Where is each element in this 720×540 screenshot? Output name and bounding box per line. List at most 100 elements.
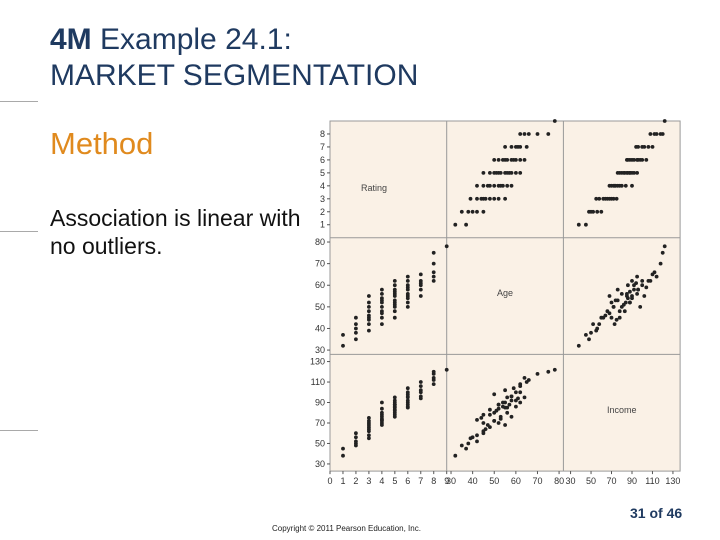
scatter-point — [594, 196, 599, 201]
scatter-point — [354, 441, 358, 446]
scatter-point — [535, 372, 540, 376]
scatter-point — [380, 410, 384, 415]
scatter-point — [630, 279, 634, 283]
scatter-point — [619, 183, 624, 188]
left-rule-1 — [0, 101, 38, 102]
scatter-point — [405, 386, 410, 391]
scatter-point — [514, 404, 518, 409]
scatter-point — [640, 283, 645, 288]
scatter-point — [496, 402, 501, 407]
scatter-point — [501, 404, 505, 409]
scatter-point — [597, 196, 602, 201]
scatter-point — [518, 400, 523, 405]
scatter-point — [507, 171, 512, 175]
y-tick-label: 1 — [320, 220, 325, 230]
x-tick-label: 9 — [444, 476, 449, 486]
x-tick-label: 2 — [353, 476, 358, 486]
scatter-point — [341, 446, 345, 451]
scatter-point — [367, 433, 371, 438]
scatter-point — [354, 435, 358, 440]
x-tick-label: 60 — [511, 476, 521, 486]
scatter-point — [511, 158, 516, 162]
scatter-point — [354, 330, 358, 335]
scatter-point — [632, 287, 636, 292]
scatter-point — [468, 436, 473, 441]
scatter-point — [341, 343, 345, 348]
scatter-point — [638, 158, 643, 162]
scatter-point — [652, 270, 657, 275]
scatter-point — [518, 171, 523, 175]
scatter-point — [626, 283, 630, 288]
x-tick-label: 7 — [418, 476, 423, 486]
scatter-point — [615, 298, 620, 303]
scatter-point — [615, 183, 620, 188]
scatter-point — [392, 402, 397, 407]
scatter-point — [392, 408, 397, 413]
scatter-point — [405, 305, 410, 309]
scatter-point — [392, 395, 397, 400]
scatter-point — [607, 311, 612, 316]
scatter-point — [518, 158, 523, 162]
scatter-point — [503, 400, 507, 405]
scatter-point — [609, 300, 614, 305]
scatter-point — [509, 398, 514, 403]
scatter-point — [485, 423, 490, 427]
scatter-point — [648, 279, 653, 283]
scatter-point — [468, 196, 473, 201]
y-tick-label: 50 — [315, 438, 325, 448]
y-tick-label: 3 — [320, 194, 325, 204]
scatter-point — [418, 396, 423, 401]
scatter-point — [459, 443, 464, 448]
x-tick-label: 70 — [532, 476, 542, 486]
scatter-point — [431, 369, 436, 374]
x-tick-label: 70 — [607, 476, 617, 486]
scatter-point — [418, 281, 423, 285]
scatter-point — [501, 183, 505, 188]
scatter-point — [431, 261, 436, 266]
scatter-point — [488, 171, 492, 175]
scatter-point — [405, 392, 410, 397]
scatter-point — [367, 322, 371, 326]
scatter-point — [479, 416, 484, 420]
scatter-point — [621, 302, 626, 307]
scatter-point — [626, 296, 630, 301]
scatter-point — [380, 296, 384, 301]
scatter-point — [595, 209, 600, 214]
scatter-point — [496, 183, 501, 188]
scatter-point — [535, 132, 540, 136]
scatter-point — [354, 322, 358, 326]
scatter-point — [405, 300, 410, 305]
scatter-point — [367, 300, 371, 305]
scatter-point — [481, 209, 486, 214]
x-tick-label: 3 — [366, 476, 371, 486]
scatter-point — [614, 196, 619, 201]
scatter-point — [609, 315, 614, 320]
scatter-point — [470, 209, 475, 214]
scatter-point — [589, 209, 593, 214]
scatter-point — [380, 423, 384, 427]
scatter-point — [522, 376, 527, 380]
x-tick-label: 30 — [446, 476, 456, 486]
scatter-point — [367, 419, 371, 423]
scatter-point — [481, 421, 486, 425]
scatter-point — [483, 427, 488, 431]
scatter-point — [479, 196, 484, 201]
scatter-point — [367, 309, 371, 314]
scatter-point — [405, 274, 410, 279]
scatter-point — [492, 183, 497, 188]
scatter-point — [635, 158, 639, 162]
scatter-point — [405, 404, 410, 409]
scatter-point — [380, 315, 384, 320]
y-tick-label: 70 — [315, 418, 325, 428]
scatter-point — [522, 132, 527, 136]
y-tick-label: 50 — [315, 302, 325, 312]
scatter-point — [392, 298, 397, 303]
scatter-point — [380, 400, 384, 405]
scatter-point — [431, 376, 436, 380]
scatter-point — [505, 405, 510, 410]
scatter-point — [459, 209, 464, 214]
scatter-point — [522, 395, 527, 400]
scatter-point — [380, 300, 384, 305]
scatter-point — [431, 279, 436, 283]
